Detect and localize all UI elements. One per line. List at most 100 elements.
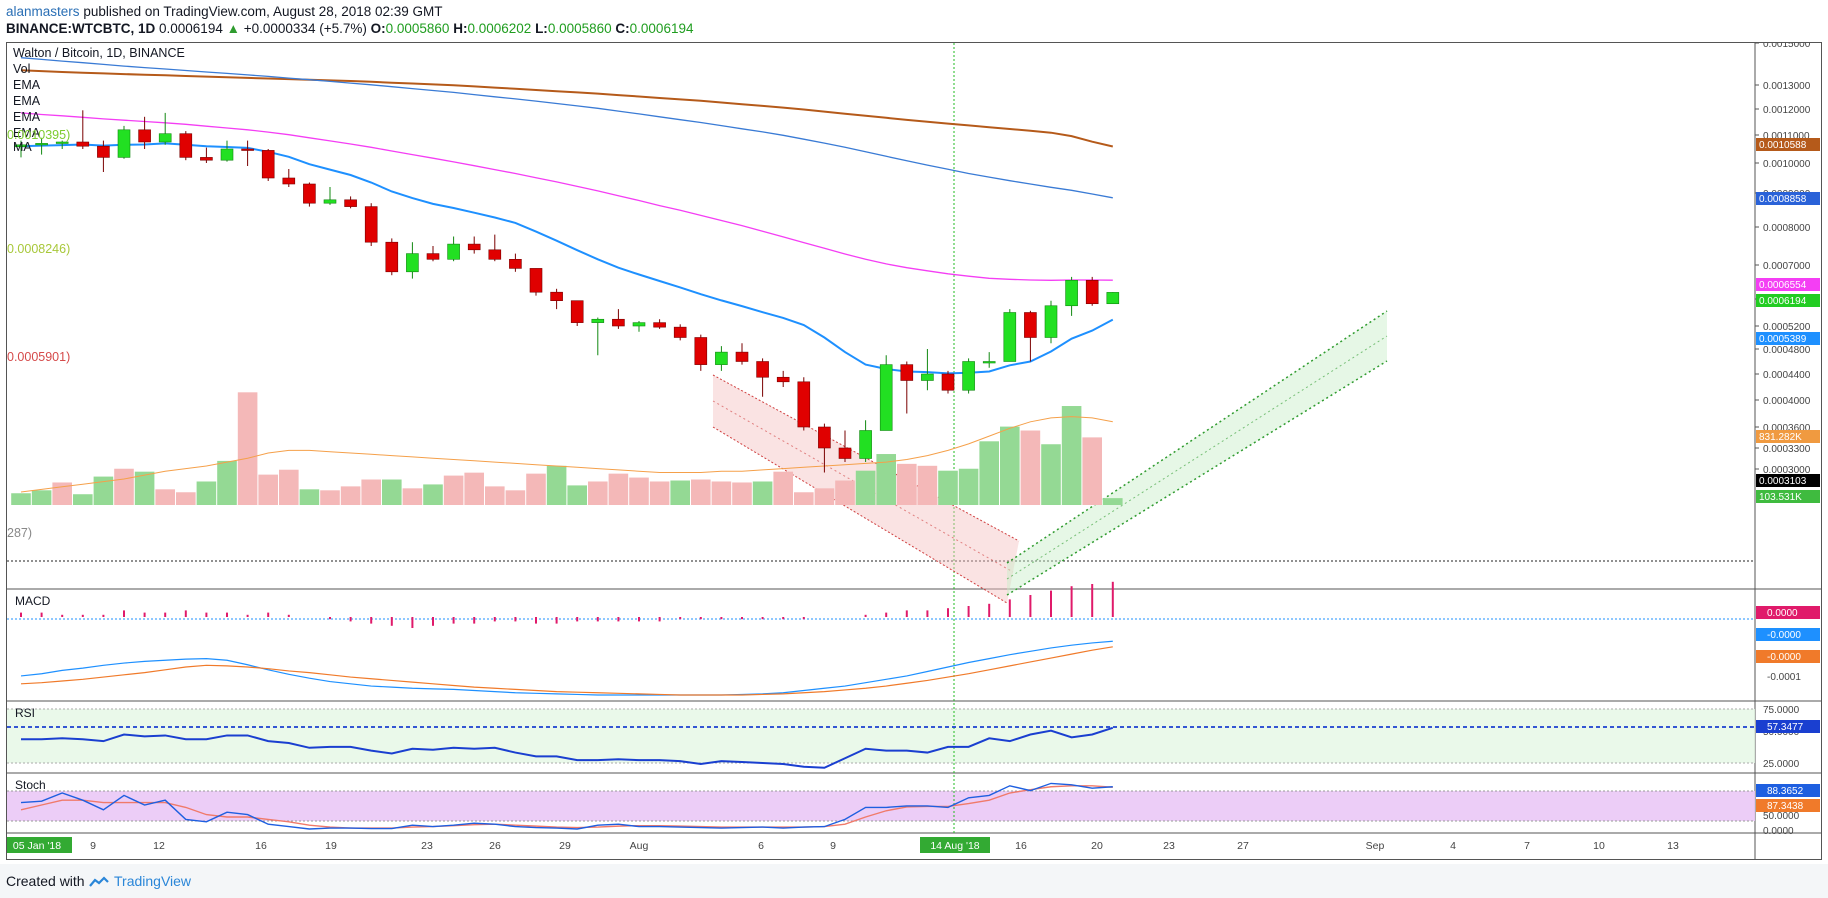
legend-ma: MA xyxy=(13,140,32,154)
macd-signal-line xyxy=(20,646,1113,696)
time-tick-label: 16 xyxy=(1015,840,1027,852)
candle-body xyxy=(76,141,90,147)
legend-ema-1: EMA xyxy=(13,78,41,92)
candle-body xyxy=(735,351,749,362)
stoch-axis-label: 0.0000 xyxy=(1763,826,1794,837)
cut-label-3: 0.0005901) xyxy=(7,350,70,364)
moving-averages xyxy=(20,57,1114,375)
legend-ema-2: EMA xyxy=(13,94,41,108)
candle-body xyxy=(138,129,151,143)
time-tick-label: 23 xyxy=(421,840,433,852)
date-highlight-box xyxy=(7,837,72,853)
chart-area[interactable]: Walton / Bitcoin, 1D, BINANCE Vol EMA EM… xyxy=(6,42,1822,860)
time-tick-label: 13 xyxy=(1667,840,1679,852)
time-axis[interactable]: 05 Jan '18 9 12 16 19 23 26 29 Aug 6 9 14 Aug '18 16… xyxy=(7,837,1679,853)
volume-bar xyxy=(773,471,793,505)
volume-bar xyxy=(1061,406,1082,505)
volume-bar xyxy=(382,479,402,505)
candle-body xyxy=(97,145,110,158)
price-label-text: 0.0005389 xyxy=(1759,334,1807,345)
tradingview-brand-link[interactable]: TradingView xyxy=(114,873,192,889)
price-tick-label: 0.0003600 xyxy=(1763,423,1811,434)
price-label-box xyxy=(1756,490,1820,503)
volume-bar xyxy=(505,490,526,505)
legend-vol: Vol xyxy=(13,62,30,76)
candle-body xyxy=(282,177,296,185)
rsi-line xyxy=(21,726,1114,769)
volume-bar xyxy=(155,489,175,505)
last-price: 0.0006194 xyxy=(159,21,223,36)
chart-title: Walton / Bitcoin, 1D, BINANCE xyxy=(13,46,185,60)
volume-bar xyxy=(402,488,423,505)
volume-bar xyxy=(31,490,52,505)
volume-bar xyxy=(279,469,299,505)
symbol-label: BINANCE:WTCBTC, 1D xyxy=(6,21,156,36)
volume-bar xyxy=(526,473,546,505)
price-tick-label: 0.0004400 xyxy=(1763,370,1811,381)
ema-magenta-line xyxy=(20,112,1113,281)
cut-label-1: 0.0010395) xyxy=(7,128,70,142)
rsi-series xyxy=(21,726,1114,769)
stoch-d-box xyxy=(1756,799,1820,812)
candle-body xyxy=(55,141,69,144)
volume-bar xyxy=(320,490,340,505)
candle-body xyxy=(962,361,975,391)
volume-bar xyxy=(1082,437,1102,505)
volume-bar xyxy=(588,481,608,505)
macd-axis-label: -0.0000 xyxy=(1767,630,1801,641)
created-with-text: Created with xyxy=(6,873,85,889)
ema-blue-line xyxy=(20,57,1113,199)
candle-body xyxy=(1085,280,1099,305)
volume-bar xyxy=(464,472,484,505)
price-tick-label: 0.0004800 xyxy=(1763,345,1811,356)
price-label-text: 103.531K xyxy=(1759,492,1802,503)
price-label-box xyxy=(1756,430,1820,443)
volume-bar xyxy=(979,441,999,505)
candle-body xyxy=(1065,280,1078,307)
volume-bar xyxy=(711,481,732,505)
volume-bar xyxy=(1020,430,1041,505)
time-tick-label: 4 xyxy=(1450,840,1456,852)
candle-body xyxy=(632,322,646,327)
price-axis[interactable]: 0.00150000.00130000.00120000.00110000.00… xyxy=(1755,43,1820,837)
legend-ema-3: EMA xyxy=(13,110,41,124)
date-highlight-box xyxy=(920,837,990,853)
candle-body xyxy=(529,268,543,293)
price-label-box xyxy=(1756,474,1820,487)
volume-bar xyxy=(608,473,629,505)
candle-body xyxy=(900,364,914,381)
volume-bar xyxy=(1041,444,1061,505)
stoch-k-line xyxy=(20,782,1113,830)
volume-bar xyxy=(93,476,114,505)
time-tick-label: 29 xyxy=(559,840,571,852)
close-label: C: xyxy=(615,21,630,36)
volume-bar xyxy=(176,492,196,505)
volume-bar xyxy=(691,479,711,505)
volume-bar xyxy=(794,492,814,505)
price-change: +0.0000334 (+5.7%) xyxy=(243,21,367,36)
candle-body xyxy=(838,447,852,459)
volume-bar xyxy=(299,489,320,505)
volume-ma-line xyxy=(20,416,1113,493)
rsi-band xyxy=(7,709,1755,763)
rsi-value-box xyxy=(1756,720,1820,733)
ema-brown-line xyxy=(20,69,1114,148)
candle-body xyxy=(364,206,378,243)
candle-body xyxy=(982,361,996,364)
ascending-channel xyxy=(1007,311,1387,595)
rsi-label: RSI xyxy=(15,706,35,720)
macd-label-box xyxy=(1756,650,1820,663)
price-label-box xyxy=(1756,192,1820,205)
time-tick-label: 20 xyxy=(1091,840,1103,852)
candle-body xyxy=(673,326,687,338)
price-label-box xyxy=(1756,294,1820,307)
publish-header: alanmasters published on TradingView.com… xyxy=(0,0,1828,42)
price-tick-label: 0.0015000 xyxy=(1763,43,1811,50)
candle-body xyxy=(694,337,708,365)
author-link[interactable]: alanmasters xyxy=(6,4,80,19)
candle-body xyxy=(220,148,234,161)
volume-bar xyxy=(1000,426,1020,505)
candle-body xyxy=(406,253,419,273)
chart-canvas[interactable]: Walton / Bitcoin, 1D, BINANCE Vol EMA EM… xyxy=(7,43,1821,859)
candle-body xyxy=(426,253,440,260)
